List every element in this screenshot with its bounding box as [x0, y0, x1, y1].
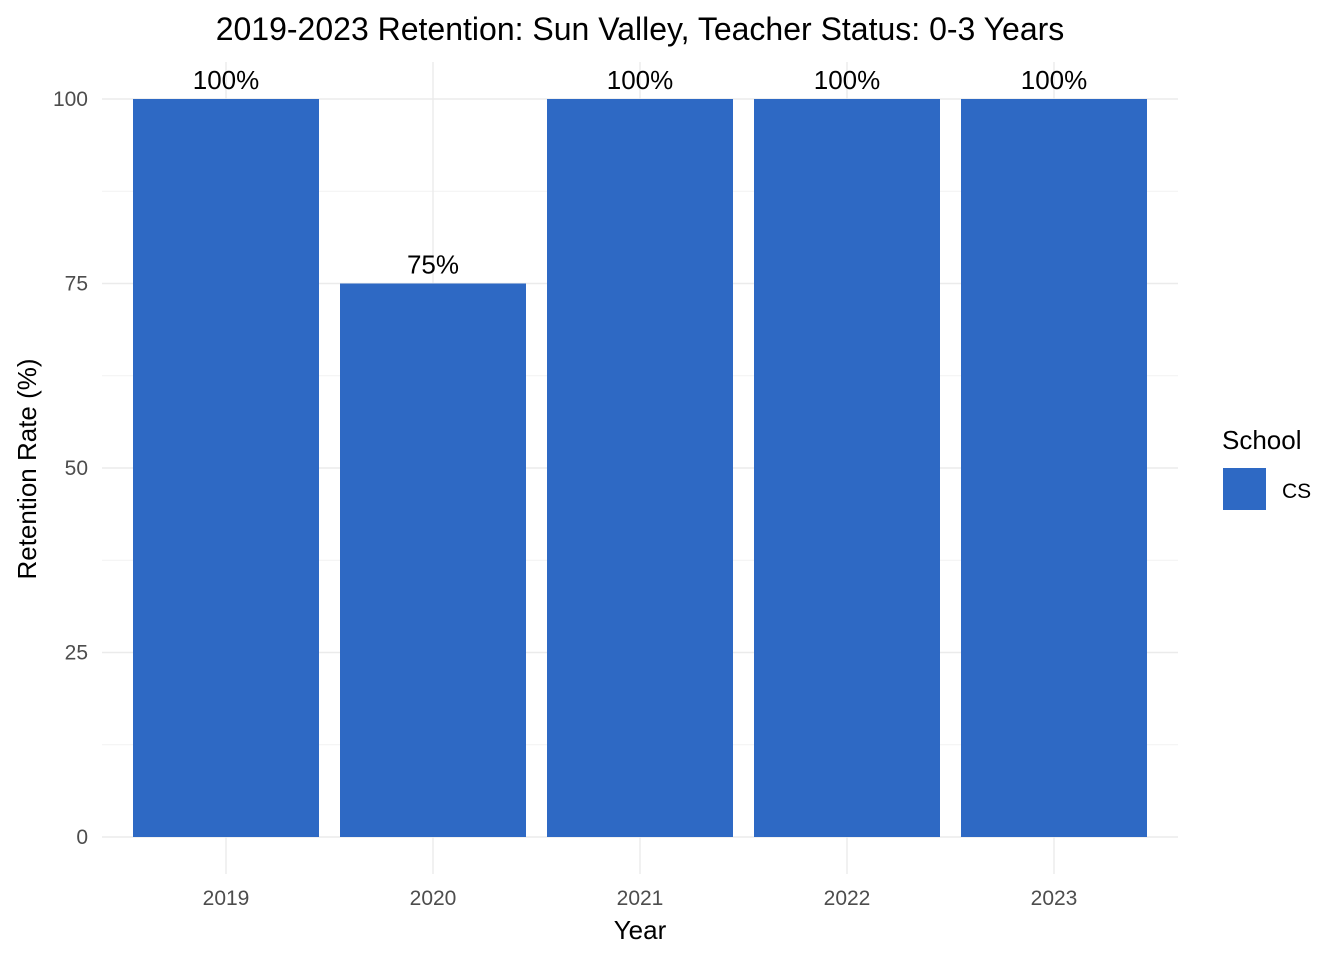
x-tick-label-2019: 2019 — [203, 887, 250, 910]
y-axis-title: Retention Rate (%) — [12, 358, 42, 579]
x-axis-ticks: 2019 2020 2021 2022 2023 — [203, 887, 1078, 910]
bar-2023 — [961, 99, 1147, 837]
data-label-2019: 100% — [193, 65, 260, 95]
legend: School CS — [1222, 425, 1311, 510]
y-tick-label: 100 — [53, 88, 88, 111]
legend-label-cs: CS — [1282, 480, 1311, 503]
bar-2021 — [547, 99, 733, 837]
y-tick-label: 25 — [65, 642, 88, 665]
bar-2019 — [133, 99, 319, 837]
bars — [133, 99, 1147, 837]
x-tick-label-2021: 2021 — [617, 887, 664, 910]
legend-swatch-cs — [1223, 468, 1266, 510]
bar-2020 — [340, 283, 526, 837]
legend-title: School — [1222, 425, 1302, 455]
x-tick-label-2020: 2020 — [410, 887, 457, 910]
data-labels: 100% 75% 100% 100% 100% — [193, 65, 1088, 280]
data-label-2021: 100% — [607, 65, 674, 95]
y-tick-label: 50 — [65, 457, 88, 480]
chart-title: 2019-2023 Retention: Sun Valley, Teacher… — [216, 11, 1065, 47]
bar-2022 — [754, 99, 940, 837]
data-label-2020: 75% — [407, 250, 459, 280]
y-tick-label: 0 — [76, 826, 88, 849]
x-tick-label-2022: 2022 — [824, 887, 871, 910]
x-axis-title: Year — [614, 915, 667, 945]
y-axis-ticks: 0 25 50 75 100 — [53, 88, 88, 849]
y-tick-label: 75 — [65, 273, 88, 296]
data-label-2023: 100% — [1021, 65, 1088, 95]
data-label-2022: 100% — [814, 65, 881, 95]
x-tick-label-2023: 2023 — [1031, 887, 1078, 910]
